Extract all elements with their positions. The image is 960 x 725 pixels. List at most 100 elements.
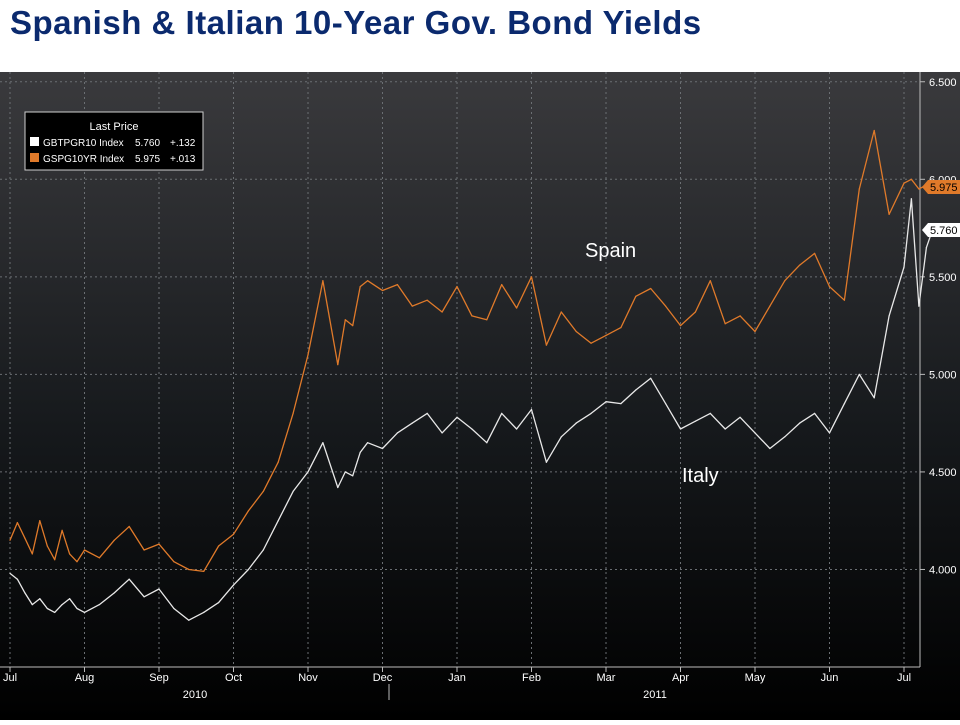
data-point	[903, 182, 905, 184]
data-point	[843, 299, 846, 301]
data-point	[873, 397, 875, 399]
data-point	[590, 412, 592, 414]
data-point	[828, 286, 831, 288]
data-point	[665, 305, 667, 307]
data-point	[799, 422, 801, 424]
data-point	[188, 619, 190, 621]
data-point	[218, 602, 220, 604]
data-point	[381, 447, 384, 450]
data-point	[24, 537, 26, 539]
data-point	[128, 525, 130, 528]
data-point	[560, 311, 562, 313]
page-title: Spanish & Italian 10-Year Gov. Bond Yiel…	[10, 4, 702, 41]
data-point	[694, 420, 697, 422]
data-point	[218, 545, 220, 547]
data-point	[605, 334, 607, 336]
x-tick-label: May	[745, 672, 766, 684]
data-point	[367, 280, 369, 282]
data-point	[113, 592, 115, 594]
data-point	[918, 188, 920, 190]
data-point	[9, 572, 11, 574]
data-point	[665, 403, 667, 405]
data-point	[426, 299, 428, 301]
data-point	[76, 607, 78, 610]
data-point	[128, 578, 130, 580]
data-point	[910, 198, 913, 200]
data-point	[16, 578, 18, 580]
x-tick-label: Oct	[225, 672, 242, 684]
data-point	[635, 389, 637, 391]
data-point	[352, 475, 354, 477]
data-point	[203, 611, 205, 614]
data-point	[441, 311, 443, 313]
data-point	[918, 305, 920, 307]
data-point	[530, 276, 533, 278]
data-point	[381, 289, 384, 292]
legend-name-spain: GSPG10YR Index	[43, 154, 124, 165]
series-line-spain	[9, 129, 934, 573]
data-point	[754, 432, 756, 434]
data-point	[858, 373, 860, 375]
data-point	[411, 305, 413, 307]
last-tag-spain-shape	[922, 180, 960, 194]
y-tick-label: 4.000	[929, 564, 957, 576]
data-point	[516, 428, 518, 430]
data-point	[441, 432, 443, 434]
data-point	[76, 561, 78, 563]
x-tick-label: Feb	[522, 672, 541, 684]
data-point	[769, 447, 771, 450]
data-point	[456, 416, 458, 418]
y-tick-label: 6.500	[929, 77, 957, 89]
annotation-spain: Spain	[585, 240, 636, 262]
data-point	[471, 315, 473, 317]
data-point	[322, 442, 324, 444]
x-tick-label: Jul	[897, 672, 911, 684]
data-point	[903, 266, 905, 268]
data-point	[650, 287, 652, 290]
data-point	[344, 471, 346, 473]
data-point	[620, 403, 622, 405]
data-point	[54, 559, 56, 561]
y-tick-label: 5.500	[929, 272, 957, 284]
data-point	[277, 461, 279, 463]
data-point	[769, 305, 771, 307]
last-value-tag-italy: 5.760	[922, 223, 960, 237]
data-point	[888, 213, 890, 215]
data-point	[158, 588, 160, 590]
series-line-italy	[9, 198, 935, 621]
last-tag-italy-shape	[922, 223, 960, 237]
legend-name-italy: GBTPGR10 Index	[43, 138, 124, 149]
data-point	[83, 611, 86, 614]
data-point	[545, 461, 548, 463]
data-point	[188, 568, 190, 571]
data-point	[247, 568, 249, 571]
data-point	[307, 354, 309, 356]
data-point	[396, 284, 398, 286]
data-point	[46, 607, 48, 610]
data-point	[709, 412, 711, 414]
data-point	[620, 327, 622, 329]
grid	[0, 72, 920, 667]
x-tick-label: Sep	[149, 672, 169, 684]
data-point	[158, 543, 160, 545]
data-point	[516, 307, 518, 309]
data-point	[814, 252, 816, 254]
x-axis-ticks: Jul Aug Sep Oct Nov Dec Jan Feb Mar Apr May Jun Jul	[3, 667, 911, 684]
data-point	[344, 319, 346, 321]
data-point	[784, 436, 786, 438]
x-tick-label: Jan	[448, 672, 466, 684]
data-point	[262, 549, 264, 551]
last-tag-spain-text: 5.975	[930, 182, 958, 194]
x-tick-label: Jun	[821, 672, 839, 684]
data-point	[925, 247, 928, 249]
data-point	[784, 280, 786, 282]
data-point	[69, 553, 71, 555]
data-point	[31, 553, 33, 555]
data-point	[232, 533, 235, 535]
data-point	[679, 428, 682, 430]
data-point	[292, 490, 294, 492]
year-label-2011: 2011	[643, 689, 667, 701]
data-point	[858, 188, 860, 190]
legend-last-spain: 5.975	[135, 154, 160, 165]
data-point	[39, 598, 41, 600]
